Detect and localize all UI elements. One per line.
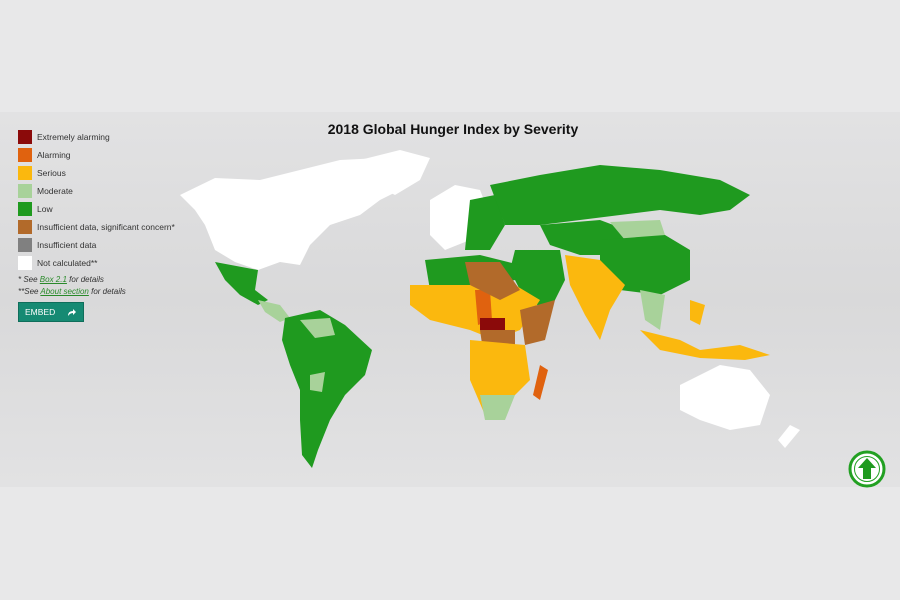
region-mexico[interactable] bbox=[215, 262, 268, 305]
legend-item-low[interactable]: Low bbox=[18, 200, 175, 218]
about-section-link[interactable]: About section bbox=[40, 287, 89, 296]
legend-item-insufficient-concern[interactable]: Insufficient data, significant concern* bbox=[18, 218, 175, 236]
region-southeast-asia[interactable] bbox=[640, 290, 665, 330]
legend-label: Extremely alarming bbox=[37, 132, 110, 142]
legend-label: Not calculated** bbox=[37, 258, 98, 268]
legend-label: Insufficient data, significant concern* bbox=[37, 222, 175, 232]
note-text: for details bbox=[88, 287, 126, 296]
legend-swatch bbox=[18, 238, 32, 252]
legend-swatch bbox=[18, 202, 32, 216]
legend-label: Moderate bbox=[37, 186, 73, 196]
legend-swatch bbox=[18, 220, 32, 234]
note-text: **See bbox=[18, 287, 41, 296]
box-2-1-link[interactable]: Box 2.1 bbox=[39, 275, 67, 284]
legend-swatch bbox=[18, 148, 32, 162]
legend-label: Insufficient data bbox=[37, 240, 97, 250]
region-china[interactable] bbox=[600, 235, 690, 295]
note-about: **See About section for details bbox=[18, 287, 175, 296]
embed-button[interactable]: EMBED bbox=[18, 302, 85, 322]
legend-item-alarming[interactable]: Alarming bbox=[18, 146, 175, 164]
region-russia[interactable] bbox=[490, 165, 750, 225]
region-east-africa[interactable] bbox=[520, 300, 555, 345]
legend-item-moderate[interactable]: Moderate bbox=[18, 182, 175, 200]
legend-item-extremely-alarming[interactable]: Extremely alarming bbox=[18, 128, 175, 146]
embed-label: EMBED bbox=[25, 307, 56, 317]
region-libya-sudan[interactable] bbox=[465, 262, 520, 300]
region-car[interactable] bbox=[480, 318, 505, 330]
legend-swatch bbox=[18, 166, 32, 180]
region-south-africa[interactable] bbox=[480, 395, 515, 420]
legend: Extremely alarming Alarming Serious Mode… bbox=[18, 128, 175, 322]
region-new-zealand[interactable] bbox=[778, 425, 800, 448]
region-south-america-moderate[interactable] bbox=[300, 318, 335, 392]
arrow-up-circle-icon[interactable] bbox=[848, 450, 886, 488]
legend-swatch bbox=[18, 184, 32, 198]
legend-label: Alarming bbox=[37, 150, 71, 160]
region-indonesia[interactable] bbox=[640, 300, 770, 360]
note-text: * See bbox=[18, 275, 40, 284]
region-mongolia[interactable] bbox=[610, 220, 665, 240]
region-south-america[interactable] bbox=[282, 310, 372, 468]
legend-item-insufficient[interactable]: Insufficient data bbox=[18, 236, 175, 254]
region-north-america[interactable] bbox=[180, 158, 410, 270]
legend-item-not-calculated[interactable]: Not calculated** bbox=[18, 254, 175, 272]
legend-swatch bbox=[18, 130, 32, 144]
legend-label: Serious bbox=[37, 168, 66, 178]
map-title: 2018 Global Hunger Index by Severity bbox=[327, 121, 579, 137]
region-madagascar[interactable] bbox=[533, 365, 548, 400]
region-australia[interactable] bbox=[680, 365, 770, 430]
legend-swatch bbox=[18, 256, 32, 270]
note-text: for details bbox=[66, 275, 104, 284]
legend-item-serious[interactable]: Serious bbox=[18, 164, 175, 182]
share-arrow-icon bbox=[68, 308, 77, 316]
region-sahel-alarming[interactable] bbox=[475, 290, 492, 325]
legend-label: Low bbox=[37, 204, 53, 214]
region-central-america[interactable] bbox=[258, 300, 290, 322]
region-west-africa[interactable] bbox=[410, 285, 540, 340]
region-south-asia[interactable] bbox=[565, 255, 625, 340]
region-eastern-europe[interactable] bbox=[465, 195, 505, 250]
note-box: * See Box 2.1 for details bbox=[18, 275, 175, 284]
region-greenland[interactable] bbox=[360, 150, 430, 195]
